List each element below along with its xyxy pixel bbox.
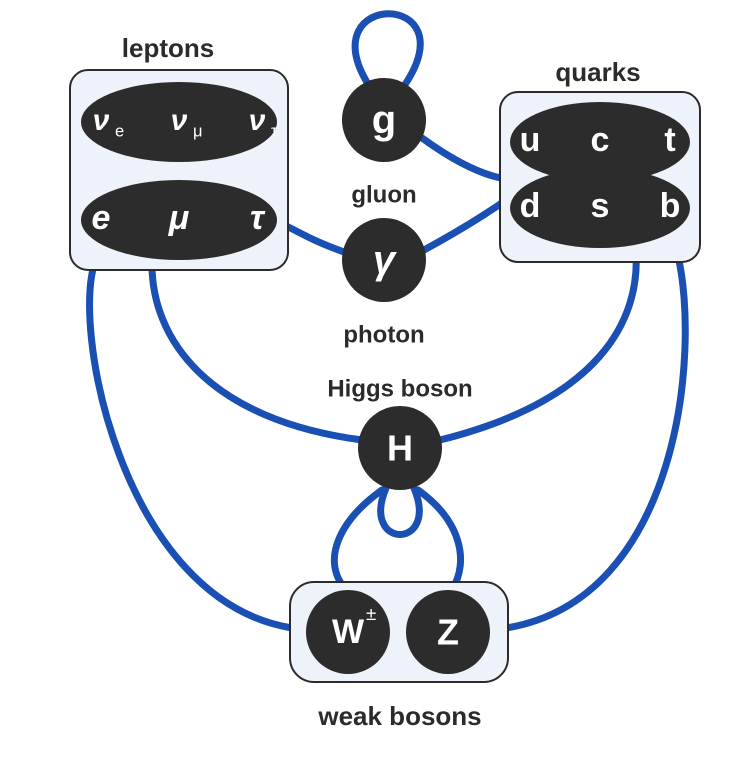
- quarks-up-symbol-0: u: [520, 121, 541, 159]
- quarks-down-symbol-2: b: [660, 187, 681, 225]
- neutrinos-symbol-0: ν: [93, 104, 110, 137]
- w-boson-symbol: W: [332, 613, 365, 651]
- neutrinos-sub-0: e: [115, 122, 124, 140]
- leptons-group-label: leptons: [122, 33, 214, 63]
- higgs-label: Higgs boson: [327, 375, 472, 402]
- higgs-symbol: H: [387, 428, 413, 469]
- charged-leptons-symbol-1: μ: [168, 199, 190, 237]
- quarks-group-label: quarks: [555, 57, 640, 87]
- z-boson-symbol: Z: [437, 612, 459, 653]
- photon-symbol: γ: [373, 238, 398, 282]
- quarks-down-symbol-0: d: [520, 187, 541, 225]
- quarks-up-symbol-2: t: [664, 121, 675, 159]
- photon-label: photon: [343, 321, 424, 348]
- neutrinos-sub-1: μ: [193, 122, 203, 140]
- charged-leptons-symbol-2: τ: [250, 199, 266, 237]
- neutrinos-symbol-1: ν: [171, 104, 188, 137]
- w-boson-sup: ±: [366, 603, 376, 624]
- gluon-label: gluon: [351, 181, 416, 208]
- particle-interaction-diagram: νeνμντeμτuctdsbggluonγphotonHHiggs boson…: [0, 0, 756, 760]
- gluon-symbol: g: [372, 98, 396, 142]
- quarks-down-symbol-1: s: [591, 187, 610, 225]
- neutrinos-symbol-2: ν: [249, 104, 266, 137]
- quarks-up-symbol-1: c: [591, 121, 610, 159]
- weak-group-label: weak bosons: [317, 701, 481, 731]
- charged-leptons-symbol-0: e: [92, 199, 111, 237]
- neutrinos-sub-2: τ: [271, 122, 278, 140]
